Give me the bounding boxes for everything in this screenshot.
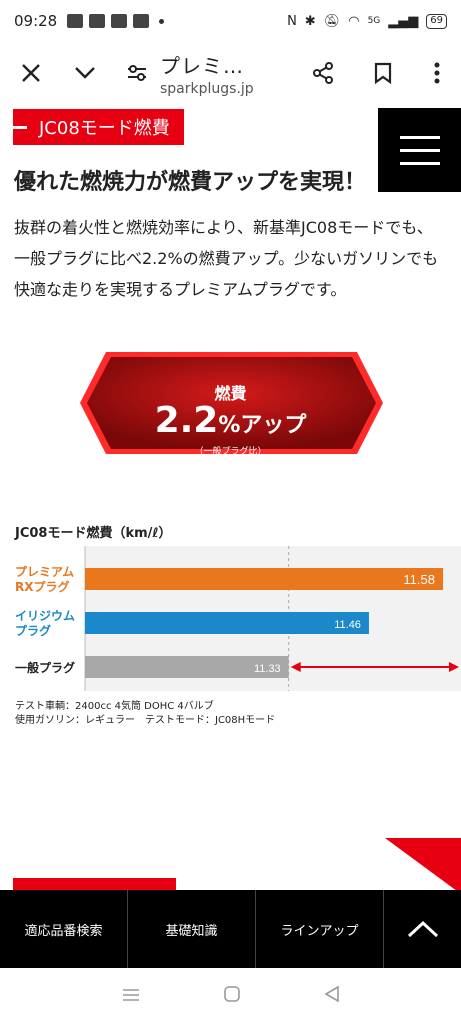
notification-icons (67, 14, 165, 28)
news-icon (111, 14, 128, 28)
signal-icon: ▂▄▆ (388, 13, 419, 29)
close-icon (22, 64, 40, 82)
next-section-label (13, 878, 176, 890)
chart-category-label: RXプラグ (15, 579, 70, 594)
chart-arrow-head-left (290, 662, 301, 672)
nav-lineup[interactable]: ラインアップ (256, 890, 384, 968)
more-vert-icon (434, 62, 440, 84)
mute-icon: 🔕︎ (323, 13, 341, 29)
back-icon[interactable] (323, 985, 340, 1008)
more-options-button[interactable] (418, 54, 456, 92)
recents-icon[interactable] (122, 986, 140, 1007)
home-icon[interactable] (223, 985, 241, 1008)
test-note-line2: 使用ガソリン：レギュラー テストモード：JC08Hモード (15, 715, 276, 726)
badge-note: （一般プラグ比） (194, 447, 267, 457)
chart-value-label: 11.58 (403, 572, 435, 587)
test-note: テスト車輌：2400cc 4気筒 DOHC 4バルブ 使用ガソリン：レギュラー … (15, 700, 275, 728)
chart-bar (85, 612, 369, 634)
more-dot-icon (159, 18, 165, 24)
page-domain: sparkplugs.jp (160, 80, 254, 97)
chart-category-label: イリジウム (15, 609, 75, 623)
yahoo-icon (67, 14, 84, 28)
chart-bar (85, 656, 289, 678)
close-button[interactable] (12, 54, 50, 92)
chevron-up-icon (407, 920, 438, 938)
system-navigation (0, 968, 461, 1024)
scroll-top-button[interactable] (384, 890, 461, 968)
chart-bar (85, 568, 444, 590)
menu-icon-line (399, 135, 440, 139)
headline: 優れた燃焼力が燃費アップを実現！ (14, 170, 367, 195)
badge-unit: %アップ (218, 413, 307, 438)
page-title: プレミ… (160, 53, 244, 78)
chevron-down-icon (75, 67, 95, 79)
chart-value-label: 11.46 (334, 619, 361, 631)
nav-part-search[interactable]: 適応品番検索 (0, 890, 128, 968)
chart-title: JC08モード燃費（km/ℓ） (15, 526, 172, 541)
bluetooth-icon: ✱ (304, 13, 316, 29)
chart-category-label: 一般プラグ (15, 660, 75, 675)
tune-icon (128, 65, 146, 81)
menu-icon-line (399, 161, 440, 165)
collapse-button[interactable] (66, 54, 104, 92)
web-page: JC08モード燃費 優れた燃焼力が燃費アップを実現！ 抜群の着火性と燃焼効率によ… (0, 104, 461, 890)
menu-icon-line (399, 148, 440, 152)
label-dash (13, 125, 27, 129)
wifi-icon: ◠ (348, 13, 360, 29)
bookmark-icon (374, 62, 392, 84)
status-bar: 09:28 N ✱ 🔕︎ ◠ 5G ▂▄▆ 69 (0, 0, 461, 42)
photo-icon (89, 14, 106, 28)
hamburger-menu-button[interactable] (378, 108, 461, 192)
badge-number: 2.2 (154, 400, 219, 441)
bottom-nav: 適応品番検索 基礎知識 ラインアップ (0, 890, 461, 968)
chart-category-label: プラグ (15, 623, 51, 638)
url-bar[interactable]: プレミ… sparkplugs.jp (160, 50, 278, 97)
network-label: 5G (367, 16, 381, 26)
share-icon (313, 62, 333, 84)
browser-toolbar: プレミ… sparkplugs.jp (0, 42, 461, 104)
section-label: JC08モード燃費 (13, 109, 184, 145)
page-settings-button[interactable] (118, 54, 156, 92)
battery-icon: 69 (426, 13, 447, 29)
fuel-badge (80, 352, 383, 454)
nav-basics[interactable]: 基礎知識 (128, 890, 256, 968)
body-text: 抜群の着火性と燃焼効率により、新基準JC08モードでも、一般プラグに比べ2.2%… (14, 218, 439, 299)
status-time: 09:28 (14, 12, 58, 30)
badge-value: 2.2%アップ (0, 400, 461, 441)
decor-triangle (385, 838, 461, 890)
chart-value-label: 11.33 (254, 663, 281, 675)
share-button[interactable] (304, 54, 342, 92)
chart-category-label: プレミアム (15, 564, 74, 579)
chart-arrow-head-right (449, 662, 459, 672)
system-icons: N ✱ 🔕︎ ◠ 5G ▂▄▆ 69 (287, 13, 447, 29)
bookmark-button[interactable] (364, 54, 402, 92)
section-label-text: JC08モード燃費 (39, 118, 170, 139)
badge-title: 燃費 (214, 384, 247, 403)
test-note-line1: テスト車輌：2400cc 4気筒 DOHC 4バルブ (15, 701, 214, 712)
nfc-icon: N (287, 13, 297, 29)
app-icon (133, 14, 150, 28)
